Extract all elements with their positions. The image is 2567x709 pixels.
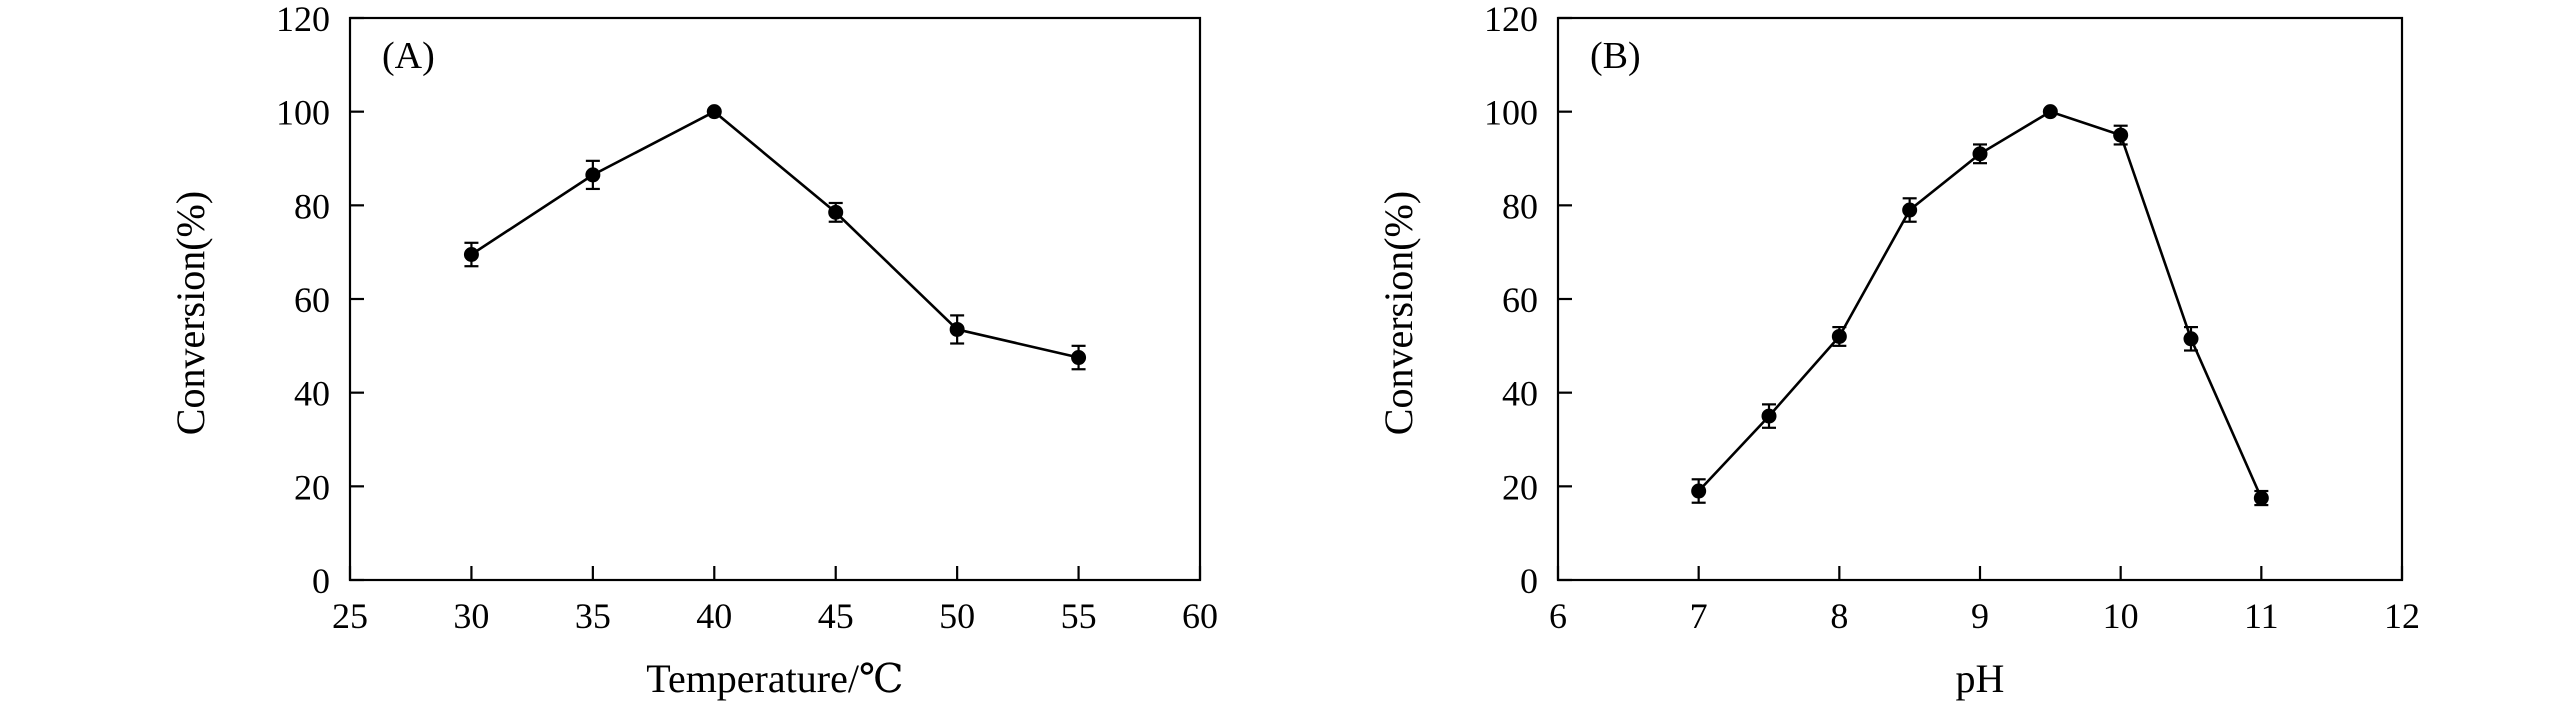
data-point: [1761, 408, 1777, 424]
x-tick-label: 55: [1061, 596, 1097, 636]
x-tick-label: 10: [2103, 596, 2139, 636]
x-tick-label: 60: [1182, 596, 1218, 636]
x-tick-label: 12: [2384, 596, 2420, 636]
y-tick-label: 40: [1502, 374, 1538, 414]
data-point: [463, 247, 479, 263]
x-tick-label: 6: [1549, 596, 1567, 636]
chart-panel-a: 0 20 40 60 80 100 120 25 30 35 40 45 50 55 60 (A) Tem…: [168, 0, 1218, 701]
y-tick-label: 80: [1502, 186, 1538, 226]
panel-label: (A): [382, 35, 435, 77]
data-point: [706, 104, 722, 120]
y-tick-label: 80: [294, 186, 330, 226]
series-area: [463, 104, 1087, 371]
x-axis-label: Temperature/℃: [646, 656, 903, 701]
data-point: [2183, 331, 2199, 347]
x-tick-label: 40: [696, 596, 732, 636]
y-axis-label: Conversion(%): [168, 191, 213, 435]
y-axis: 0 20 40 60 80 100 120: [276, 0, 364, 601]
data-point: [828, 204, 844, 220]
x-axis: 6 7 8 9 10 11 12: [1549, 566, 2420, 636]
x-tick-label: 11: [2244, 596, 2279, 636]
plot-frame: [1556, 16, 2404, 582]
y-tick-label: 20: [294, 467, 330, 507]
data-point: [2042, 104, 2058, 120]
panel-label: (B): [1590, 35, 1641, 77]
y-tick-label: 40: [294, 374, 330, 414]
plot-frame: [348, 16, 1202, 582]
data-point: [1831, 328, 1847, 344]
chart-panel-b: 0 20 40 60 80 100 120 6 7 8 9 10 11 12 (B) pH Conver…: [1376, 0, 2420, 701]
x-tick-label: 8: [1830, 596, 1848, 636]
x-tick-label: 50: [939, 596, 975, 636]
y-tick-label: 120: [1484, 0, 1538, 39]
data-point: [949, 321, 965, 337]
x-tick-label: 45: [818, 596, 854, 636]
x-axis-label: pH: [1956, 656, 2005, 701]
y-tick-label: 100: [276, 93, 330, 133]
y-tick-label: 100: [1484, 93, 1538, 133]
data-point: [2113, 127, 2129, 143]
x-tick-label: 30: [453, 596, 489, 636]
x-tick-label: 9: [1971, 596, 1989, 636]
data-point: [1902, 202, 1918, 218]
y-tick-label: 120: [276, 0, 330, 39]
y-tick-label: 0: [1520, 561, 1538, 601]
y-tick-label: 20: [1502, 467, 1538, 507]
data-point: [1691, 483, 1707, 499]
series-line: [1697, 110, 2263, 499]
data-point: [585, 167, 601, 183]
x-tick-label: 35: [575, 596, 611, 636]
x-axis: 25 30 35 40 45 50 55 60: [332, 566, 1218, 636]
series-line: [470, 110, 1079, 359]
y-axis: 0 20 40 60 80 100 120: [1484, 0, 1572, 601]
y-tick-label: 60: [1502, 280, 1538, 320]
data-point: [1972, 146, 1988, 162]
series-area: [1691, 104, 2269, 507]
x-tick-label: 7: [1690, 596, 1708, 636]
data-point: [2253, 490, 2269, 506]
y-tick-label: 0: [312, 561, 330, 601]
x-tick-label: 25: [332, 596, 368, 636]
y-tick-label: 60: [294, 280, 330, 320]
data-point: [1071, 350, 1087, 366]
y-axis-label: Conversion(%): [1376, 191, 1421, 435]
